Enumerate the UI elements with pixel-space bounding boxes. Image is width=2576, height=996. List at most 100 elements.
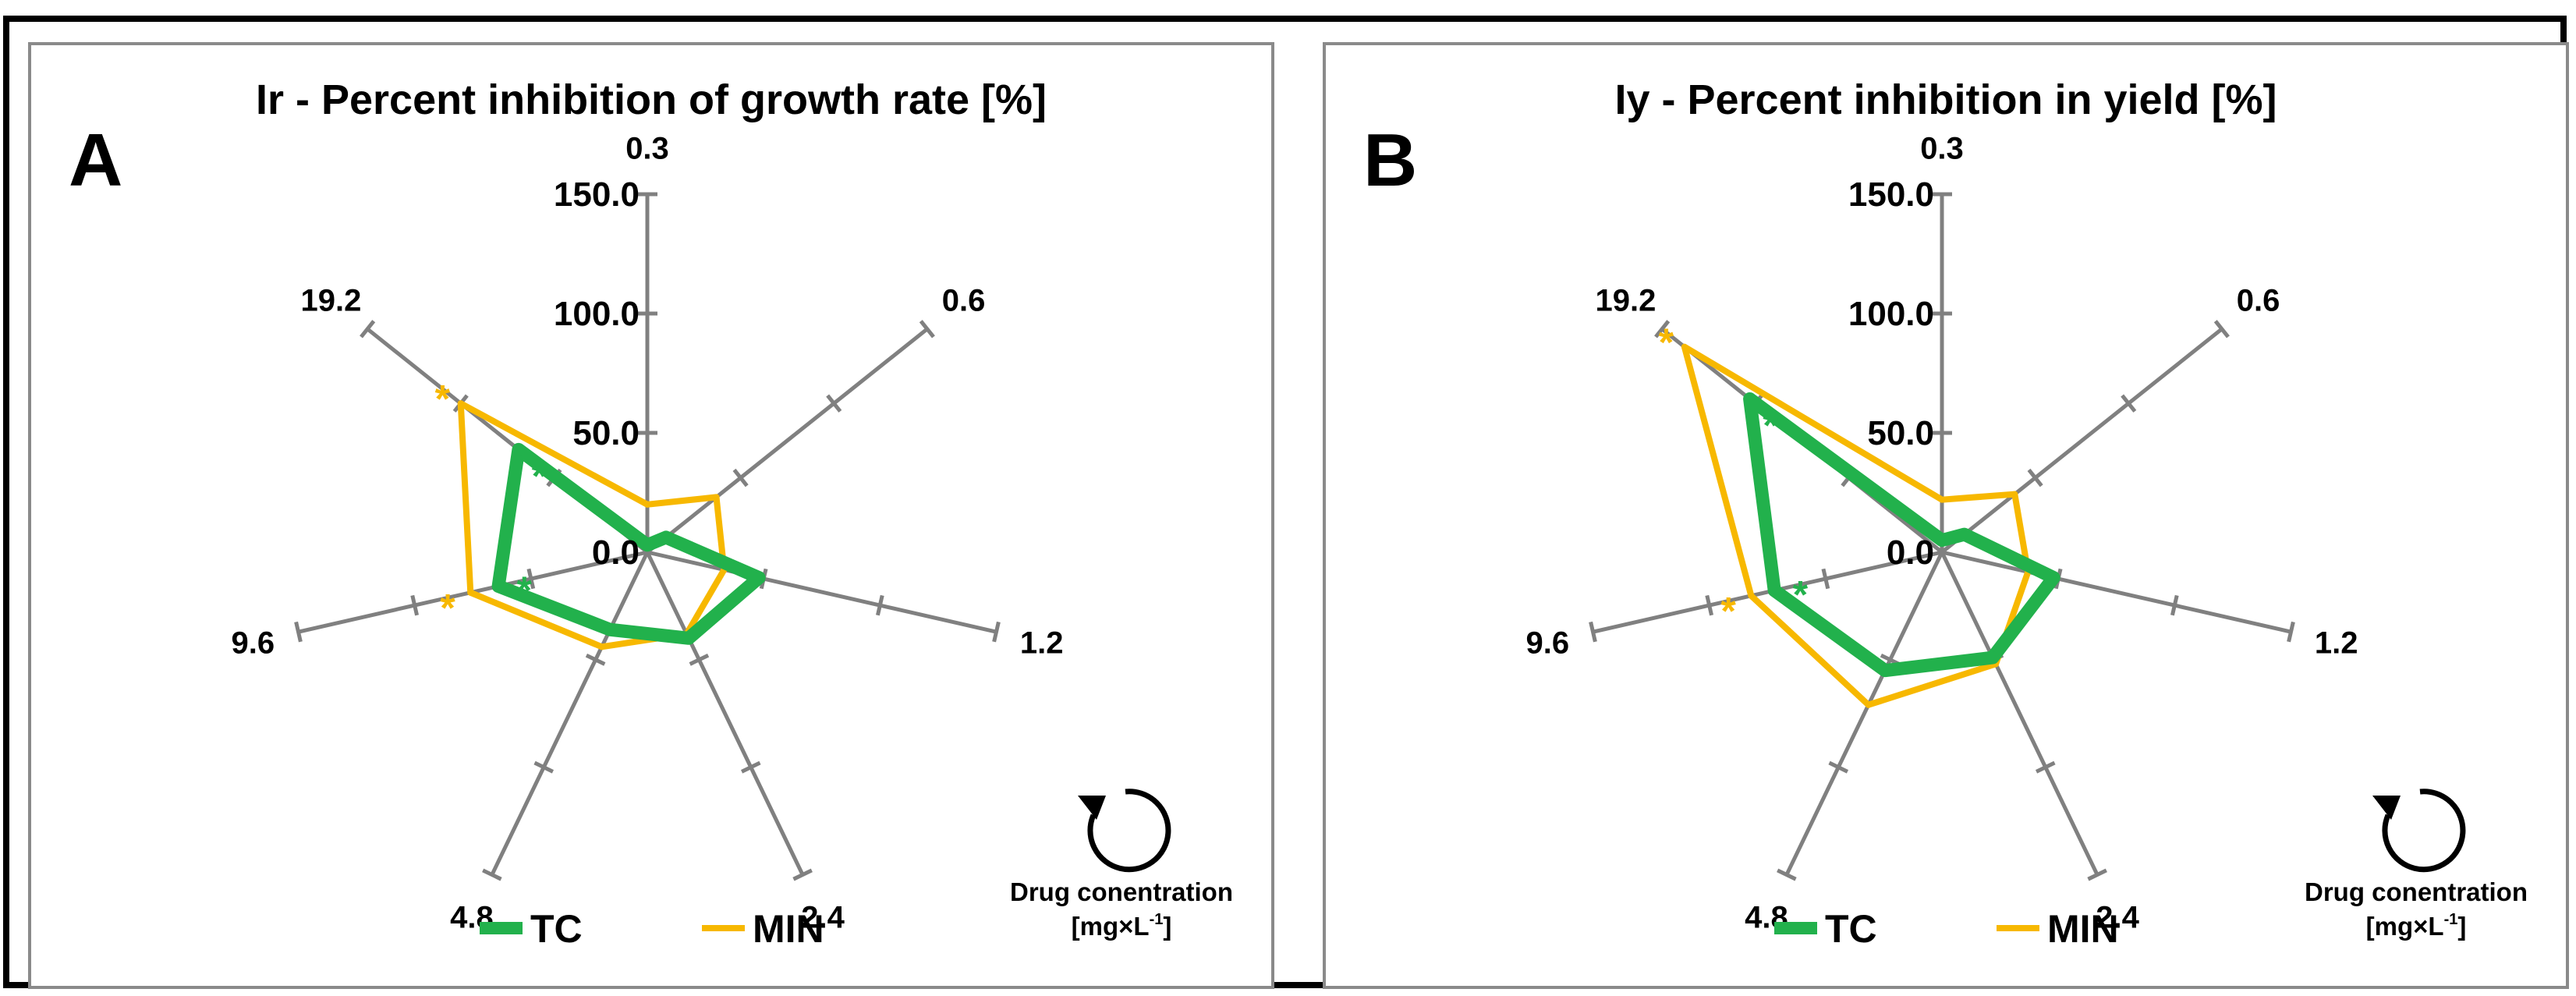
chart-title: Iy - Percent inhibition in yield [%] — [1614, 76, 2277, 123]
series-tc-line — [1743, 392, 2060, 678]
axis-tick-mark — [2213, 320, 2230, 338]
axis-tick-mark — [2287, 621, 2295, 643]
series-min-point — [713, 494, 720, 501]
series-tc-point — [1936, 533, 1948, 547]
series-tc-point — [753, 571, 766, 584]
legend-label-tc: TC — [1825, 907, 1877, 951]
significance-marker-min: * — [1659, 321, 1674, 364]
series-min-point — [467, 589, 474, 596]
legend-label-tc: TC — [530, 907, 583, 951]
axis-tick-mark — [792, 868, 813, 881]
drug-concentration-label: Drug conentration — [1010, 877, 1233, 906]
axis-2.4 — [1940, 551, 2099, 876]
series-tc-point — [492, 580, 505, 593]
chart-title: Ir - Percent inhibition of growth rate [… — [256, 76, 1047, 123]
axis-tick-mark — [294, 621, 303, 643]
category-label: 19.2 — [1596, 284, 1657, 318]
series-tc-point — [1986, 651, 2000, 665]
radial-tick-label: 150.0 — [554, 175, 640, 214]
category-label: 2.4 — [2096, 900, 2139, 934]
radial-tick-label: 0.0 — [592, 533, 640, 572]
series-tc-point — [659, 530, 672, 544]
axis-4.8 — [490, 551, 650, 876]
radial-tick-label: 50.0 — [1867, 414, 1934, 452]
drug-concentration-unit: [mg×L-1] — [2366, 911, 2467, 941]
category-label: 0.6 — [942, 284, 986, 318]
radial-tick-label: 50.0 — [572, 414, 640, 452]
series-min-line — [457, 400, 728, 650]
significance-marker-tc: * — [1793, 572, 1809, 616]
axis-tick-mark — [1821, 568, 1830, 590]
significance-marker-tc: * — [532, 455, 547, 498]
series-tc-point — [1743, 392, 1756, 406]
category-label: 0.6 — [2237, 284, 2280, 318]
axis-tick-mark — [585, 653, 606, 666]
legend: TC MIN — [480, 907, 824, 951]
series-min-line — [1681, 343, 2032, 708]
significance-marker-min: * — [1720, 590, 1736, 633]
axis-tick-mark — [875, 594, 884, 616]
radial-tick-label: 100.0 — [554, 295, 640, 333]
legend-label-min: MIN — [2047, 907, 2119, 951]
axis-tick-mark — [2035, 760, 2056, 774]
series-tc-point — [682, 632, 696, 645]
significance-marker-min: * — [440, 586, 455, 629]
axis-tick-mark — [2087, 868, 2107, 881]
drug-concentration-unit: [mg×L-1] — [1072, 911, 1172, 941]
series-min-point — [598, 643, 605, 650]
axis-tick-mark — [2121, 394, 2137, 413]
radial-tick-label: 150.0 — [1848, 175, 1934, 214]
figure-frame: Ir - Percent inhibition of growth rate [… — [3, 16, 2569, 989]
series-min-point — [1681, 343, 1688, 350]
axis-tick-mark — [919, 320, 935, 338]
axis-tick-mark — [410, 594, 420, 616]
axis-tick-mark — [482, 868, 502, 881]
axis-tick-mark — [360, 320, 376, 338]
axis-2.4 — [645, 551, 805, 876]
series-min-point — [644, 501, 650, 508]
significance-marker-tc: * — [516, 569, 532, 612]
series-tc-point — [512, 443, 525, 456]
axis-tick-mark — [732, 468, 749, 487]
legend: TC MIN — [1774, 907, 2119, 951]
axis-0.6 — [646, 327, 929, 554]
axis-tick-mark — [826, 394, 842, 413]
axis-tick-mark — [740, 760, 761, 774]
axis-tick-mark — [526, 568, 536, 590]
panel-a: Ir - Percent inhibition of growth rate [… — [28, 42, 1274, 989]
rotation-indicator: Drug conentration [mg×L-1] — [1010, 789, 1233, 941]
significance-marker-min: * — [435, 377, 451, 421]
series-tc-line — [491, 442, 766, 645]
series-min-point — [1939, 496, 1945, 503]
axis-tick-mark — [992, 621, 1001, 643]
radial-tick-label: 0.0 — [1887, 533, 1934, 572]
category-label: 0.3 — [625, 131, 669, 165]
series-tc-point — [641, 538, 654, 551]
panel-b: Iy - Percent inhibition in yield [%] B 0… — [1323, 42, 2569, 989]
category-label: 0.3 — [1920, 131, 1964, 165]
rotation-indicator: Drug conentration [mg×L-1] — [2305, 789, 2528, 941]
category-label: 1.2 — [1020, 626, 1064, 660]
legend-label-min: MIN — [753, 907, 824, 951]
series-tc-point — [1878, 664, 1891, 677]
axis-tick-mark — [533, 760, 555, 774]
category-label: 1.2 — [2315, 626, 2358, 660]
drug-concentration-label: Drug conentration — [2305, 877, 2528, 906]
category-label: 9.6 — [232, 626, 275, 660]
axis-9.6 — [1592, 550, 1943, 634]
axis-4.8 — [1784, 551, 1944, 876]
axis-tick-mark — [689, 653, 710, 666]
axis-tick-mark — [1589, 621, 1597, 643]
axis-tick-mark — [1828, 760, 1849, 774]
series-tc-point — [2047, 571, 2060, 584]
radial-tick-label: 100.0 — [1848, 295, 1934, 333]
series-min-point — [457, 400, 464, 407]
clockwise-rotation-icon — [1078, 789, 1171, 873]
series-tc-point — [604, 623, 617, 636]
significance-marker-tc: * — [1763, 404, 1778, 448]
clockwise-rotation-icon — [2372, 789, 2466, 873]
axis-tick-mark — [2027, 468, 2043, 487]
axis-0.6 — [1940, 327, 2223, 554]
series-tc-point — [1768, 584, 1781, 597]
axis-tick-mark — [1777, 868, 1797, 881]
